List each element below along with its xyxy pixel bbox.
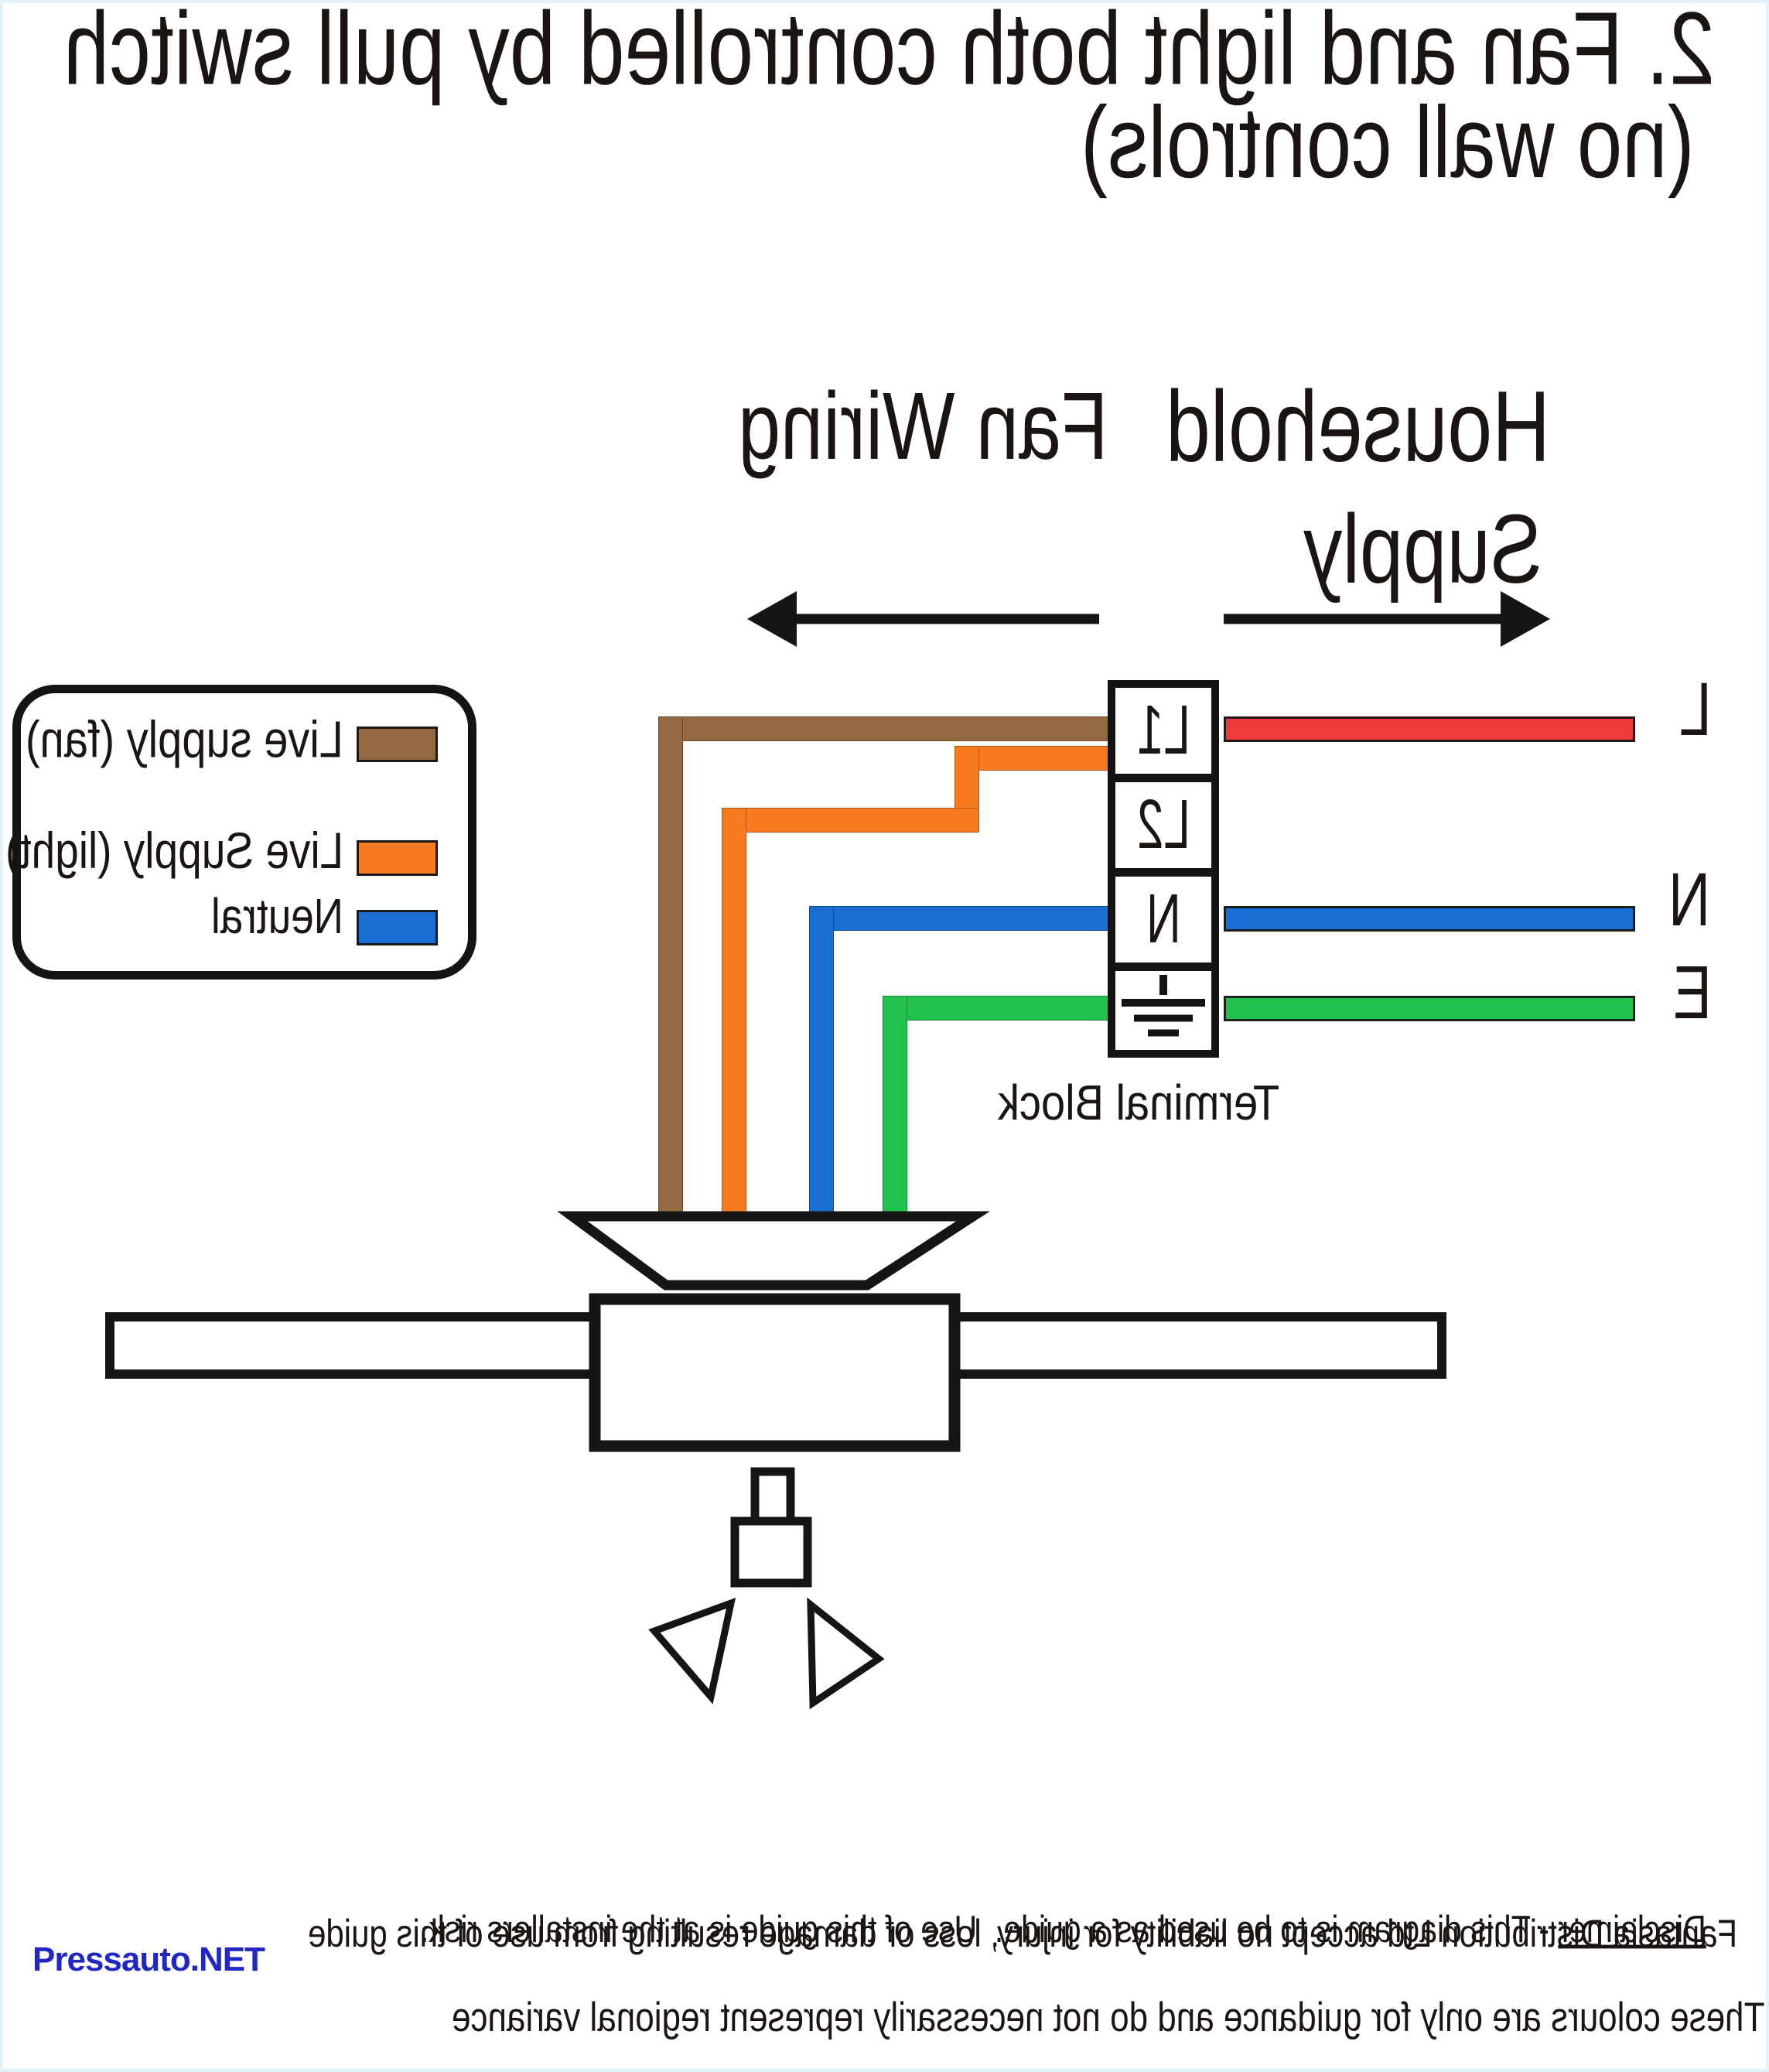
fan-blade-left — [110, 1317, 595, 1374]
terminal-cell-L1-label: L1 — [1136, 691, 1190, 769]
earth-wire-green-vertical — [883, 996, 907, 1216]
fan-motor-body — [595, 1299, 955, 1446]
legend-label-neutral: Neutral — [211, 889, 343, 945]
label-household-line2: Supply — [1303, 495, 1542, 604]
terminal-cell-N: N — [1108, 869, 1219, 970]
earth-wire-green-horizontal-fan-side — [883, 996, 1111, 1021]
page-title-line1: 2. Fan and light both controlled by pull… — [63, 0, 1716, 107]
fan-downrod — [755, 1472, 791, 1526]
wire-colour-legend: Live supply (fan) Live Supply (light) Ne… — [5, 685, 476, 980]
neutral-wire-blue-horizontal-fan-side — [809, 906, 1111, 931]
light-live-wire-orange-horizontal-lower — [722, 808, 979, 833]
supply-live-wire-red — [1224, 716, 1635, 742]
terminal-cell-L2-label: L2 — [1136, 785, 1190, 863]
page-title-line2: (no wall controls) — [1081, 86, 1695, 200]
supply-earth-label: E — [1672, 949, 1712, 1034]
fan-bulb-left — [654, 1603, 731, 1697]
fan-bulb-right — [811, 1605, 879, 1703]
supply-neutral-wire-blue — [1224, 906, 1635, 932]
legend-label-live-light: Live Supply (light) — [5, 822, 343, 880]
supply-live-label: L — [1679, 666, 1712, 751]
earth-ground-icon — [1122, 975, 1205, 1037]
terminal-cell-L2: L2 — [1108, 774, 1219, 876]
fan-blade-right — [955, 1317, 1442, 1374]
fan-live-wire-brown-vertical — [658, 716, 683, 1216]
legend-swatch-brown — [357, 727, 438, 762]
light-live-wire-orange-horizontal-upper — [955, 746, 1111, 771]
supply-earth-wire-green — [1224, 996, 1635, 1021]
label-fan-wiring: Fan Wiring — [738, 371, 1108, 480]
legend-swatch-blue — [357, 910, 438, 945]
terminal-cell-N-label: N — [1146, 880, 1181, 958]
disclaimer-line3: These colours are only for guidance and … — [451, 1995, 1764, 2041]
arrow-fan-wiring-head — [747, 591, 797, 647]
fan-live-wire-brown-horizontal — [658, 716, 1111, 741]
legend-swatch-orange — [357, 840, 438, 876]
terminal-cell-L1: L1 — [1108, 680, 1219, 781]
terminal-cell-earth — [1108, 963, 1219, 1058]
light-live-wire-orange-vertical — [722, 808, 746, 1216]
legend-label-live-fan: Live supply (fan) — [26, 709, 343, 768]
supply-neutral-label: N — [1668, 856, 1710, 942]
neutral-wire-blue-vertical — [809, 906, 834, 1216]
watermark: Pressauto.NET — [32, 1940, 265, 1978]
terminal-block-caption: Terminal Block — [998, 1074, 1280, 1130]
label-household-line1: Household — [1165, 371, 1550, 484]
fan-canopy — [572, 1216, 973, 1285]
disclaimer-line2: Fantasia Distribution Ltd accept no liab… — [307, 1911, 1737, 1955]
fan-light-fitting — [735, 1521, 808, 1583]
